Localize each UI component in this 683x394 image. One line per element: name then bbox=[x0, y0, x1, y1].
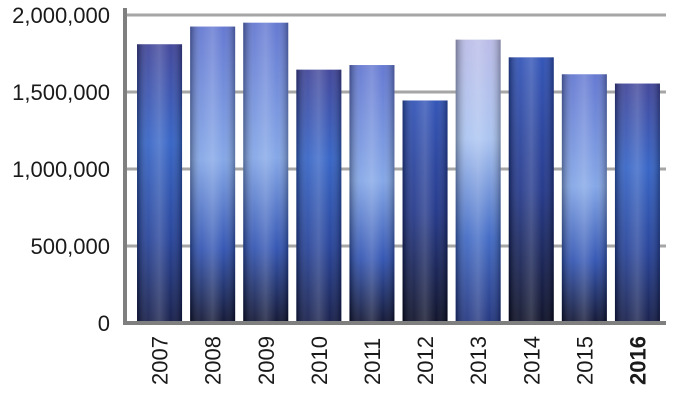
y-tick-label: 500,000 bbox=[30, 234, 110, 259]
bar-shading-2012 bbox=[402, 100, 448, 323]
bar-shading-2009 bbox=[243, 22, 289, 323]
x-tick-label: 2014 bbox=[519, 336, 544, 385]
bar-shading-2015 bbox=[561, 74, 607, 323]
bar-shading-2013 bbox=[455, 39, 501, 323]
bar-shading-2014 bbox=[508, 57, 554, 323]
x-tick-label: 2013 bbox=[466, 336, 491, 385]
bar-shading-2016 bbox=[614, 83, 660, 323]
y-tick-label: 1,500,000 bbox=[12, 80, 110, 105]
bar-shading-2007 bbox=[137, 44, 183, 323]
y-tick-label: 1,000,000 bbox=[12, 157, 110, 182]
bar-shading-2010 bbox=[296, 69, 342, 323]
y-tick-label: 2,000,000 bbox=[12, 3, 110, 28]
x-tick-label: 2009 bbox=[254, 336, 279, 385]
x-tick-label: 2010 bbox=[307, 336, 332, 385]
x-tick-label: 2008 bbox=[201, 336, 226, 385]
x-tick-label: 2007 bbox=[148, 336, 173, 385]
x-tick-label: 2015 bbox=[572, 336, 597, 385]
y-tick-label: 0 bbox=[98, 311, 110, 336]
x-tick-labels: 2007 2008 2009 2010 2011 2012 2013 2014 2015 2016 bbox=[148, 336, 651, 385]
y-tick-labels: 0 500,000 1,000,000 1,500,000 2,000,000 bbox=[12, 3, 110, 336]
bar-shading-2011 bbox=[349, 65, 395, 324]
x-tick-label: 2011 bbox=[360, 338, 385, 385]
bar-shading-2008 bbox=[190, 26, 236, 324]
bars bbox=[137, 22, 660, 324]
axes bbox=[123, 8, 666, 325]
x-tick-label: 2016 bbox=[625, 336, 650, 385]
x-tick-label: 2012 bbox=[413, 336, 438, 385]
